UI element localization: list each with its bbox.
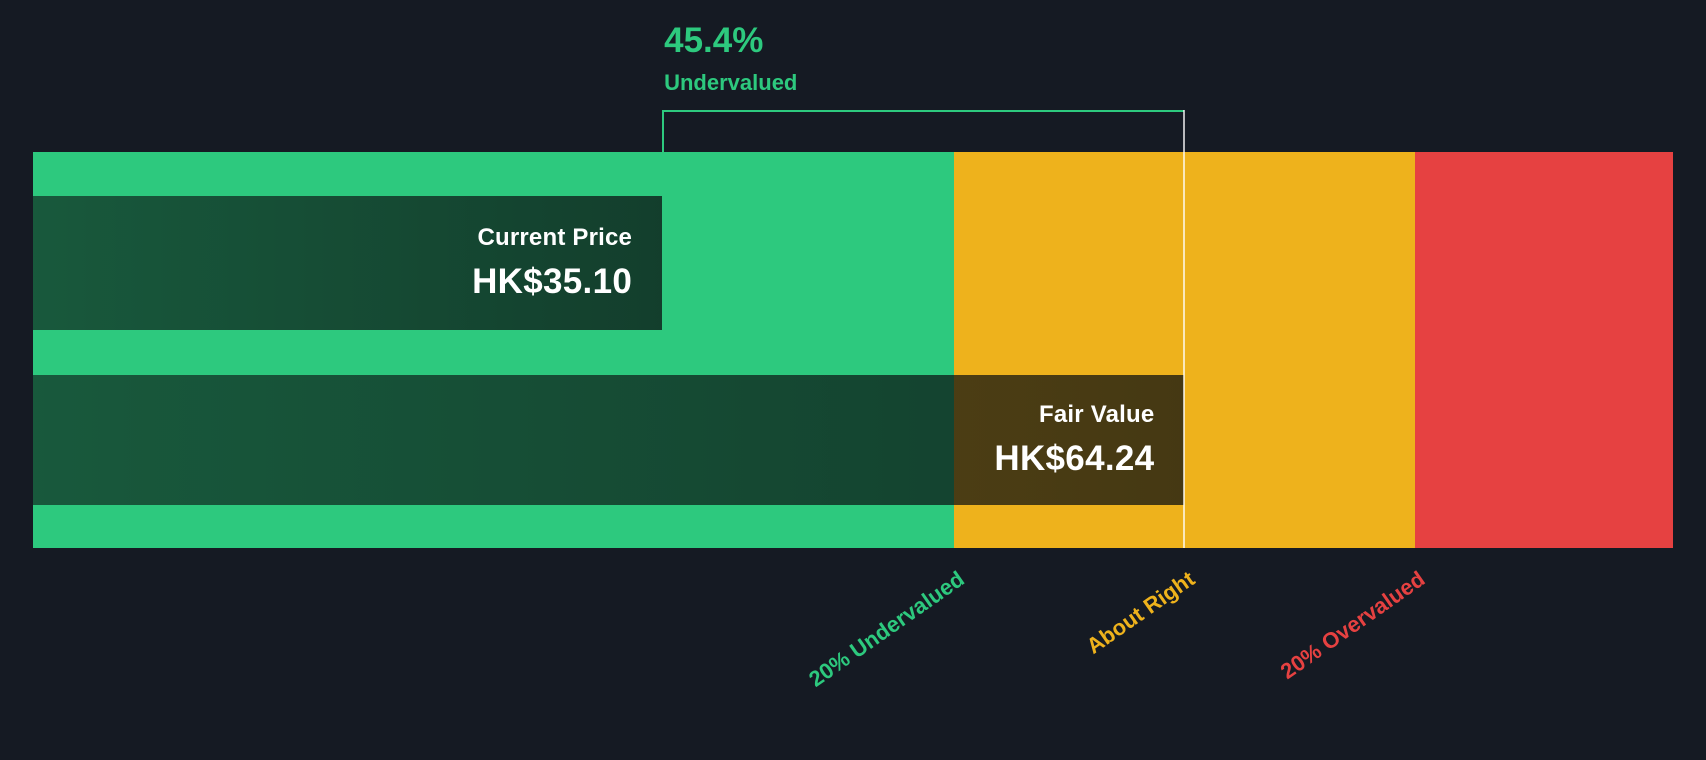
current-price-label: Current Price bbox=[477, 224, 633, 251]
zone-label-overvalued-text: 20% Overvalued bbox=[1275, 566, 1430, 684]
discount-headline: 45.4% Undervalued bbox=[662, 21, 797, 96]
discount-label: Undervalued bbox=[664, 70, 798, 95]
zone-label-undervalued-text: 20% Undervalued bbox=[803, 566, 969, 692]
fair-value-bar: Fair Value HK$64.24 bbox=[33, 375, 1185, 505]
current-price-bar: Current Price HK$35.10 bbox=[33, 196, 663, 330]
valuation-chart: Current Price HK$35.10 Fair Value HK$64.… bbox=[33, 21, 1673, 692]
zone-band-overvalued bbox=[1414, 152, 1673, 548]
discount-bracket-line bbox=[662, 110, 1185, 330]
zone-label-about-right-text: About Right bbox=[1081, 566, 1199, 659]
fair-value-label: Fair Value bbox=[1039, 401, 1155, 428]
fair-value-marker-line bbox=[1183, 110, 1186, 548]
discount-percent: 45.4% bbox=[664, 21, 764, 60]
fair-value-value: HK$64.24 bbox=[994, 439, 1155, 478]
current-price-value: HK$35.10 bbox=[472, 262, 633, 301]
